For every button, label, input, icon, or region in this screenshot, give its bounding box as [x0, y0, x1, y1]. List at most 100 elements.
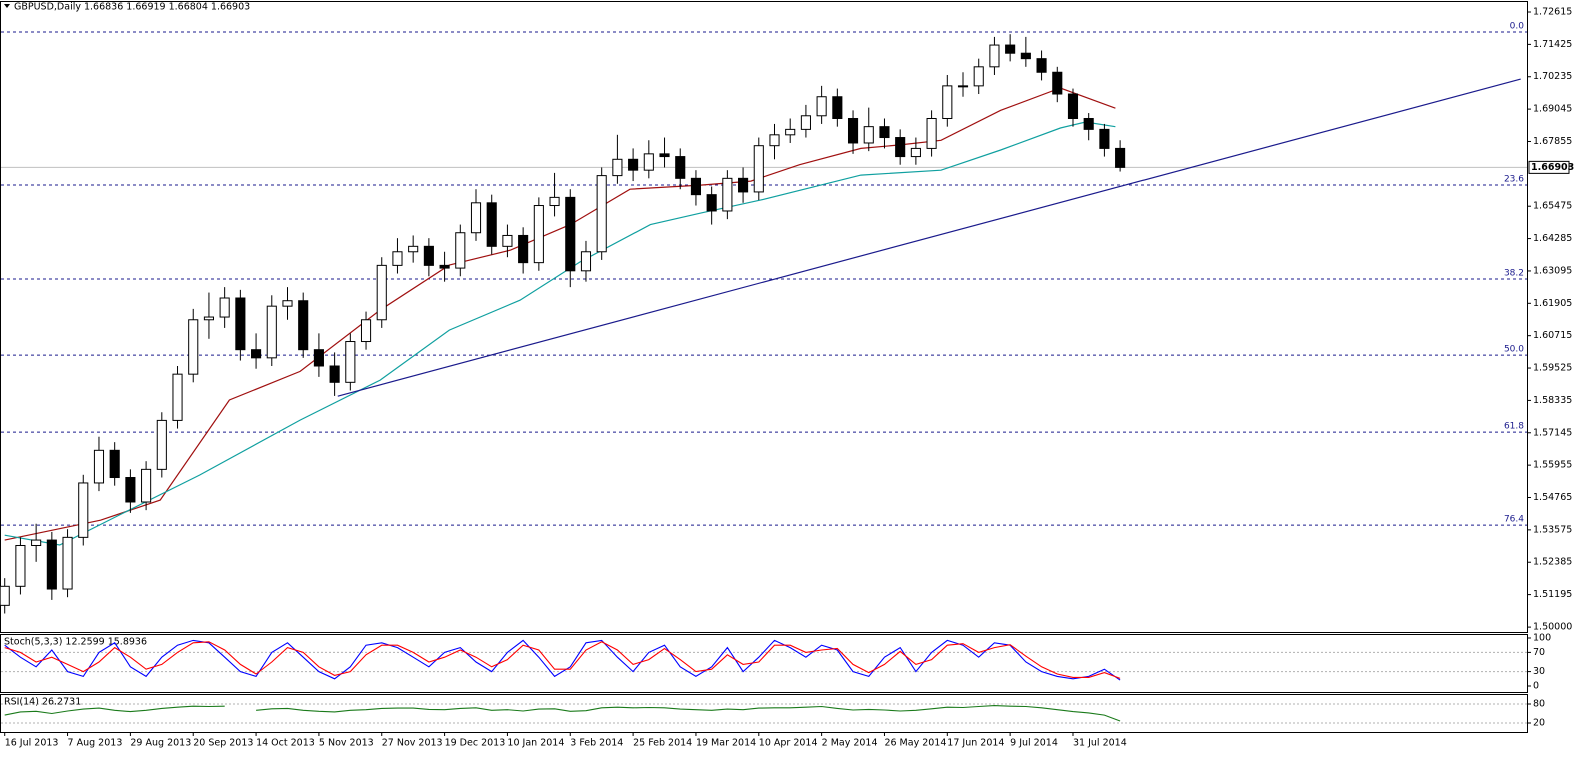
- y-tick-label: 0: [1533, 680, 1539, 691]
- y-tick-label: 1.60715: [1533, 330, 1572, 341]
- candle-body: [1052, 71, 1063, 95]
- candle-body: [392, 251, 403, 266]
- candle-body: [1036, 58, 1047, 73]
- candle-body: [1005, 44, 1016, 54]
- candle-body: [690, 177, 702, 196]
- candle-body: [895, 137, 906, 158]
- x-tick-label: 27 Nov 2013: [382, 738, 443, 749]
- candle-body: [486, 202, 497, 247]
- candle-body: [1083, 117, 1094, 130]
- candle-body: [313, 349, 324, 367]
- indicator-line: [256, 705, 1121, 722]
- x-tick-label: 14 Oct 2013: [256, 738, 315, 749]
- pane-frame: [0, 1, 1528, 633]
- y-tick-label: 1.70235: [1533, 71, 1572, 82]
- candle-body: [329, 365, 340, 383]
- candle-body: [188, 319, 199, 375]
- candle-body: [235, 297, 246, 351]
- candle-body: [1020, 52, 1031, 60]
- candle-body: [345, 341, 356, 383]
- candle-body: [46, 539, 57, 590]
- candle-body: [580, 251, 592, 272]
- candle-body: [863, 126, 874, 144]
- candle-body: [706, 194, 717, 212]
- x-tick-label: 10 Jan 2014: [507, 738, 564, 749]
- trendline: [337, 78, 1521, 397]
- candle-body: [753, 145, 764, 193]
- candle-body: [722, 177, 733, 212]
- x-tick-label: 19 Mar 2014: [696, 738, 756, 749]
- candle-body: [738, 177, 749, 193]
- candle-body: [926, 117, 937, 149]
- candle-body: [109, 449, 120, 479]
- y-tick-label: 1.64285: [1533, 233, 1572, 244]
- x-tick-label: 16 Jul 2013: [5, 738, 59, 749]
- indicator-line: [4, 641, 1121, 679]
- candle-body: [533, 205, 544, 264]
- y-tick-label: 1.51195: [1533, 589, 1572, 600]
- x-tick-label: 9 Jul 2014: [1010, 738, 1058, 749]
- candle-body: [423, 245, 434, 266]
- y-tick-label: 1.58335: [1533, 395, 1572, 406]
- candle-body: [78, 482, 89, 538]
- candle-body: [832, 96, 843, 119]
- y-tick-label: 80: [1533, 699, 1545, 710]
- candle-body: [1067, 93, 1079, 119]
- candle-body: [957, 85, 969, 88]
- y-tick-label: 1.57145: [1533, 427, 1572, 438]
- candle-body: [266, 305, 277, 359]
- y-tick-label: 1.71425: [1533, 39, 1572, 50]
- candle-body: [282, 300, 293, 307]
- y-tick-label: 1.52385: [1533, 557, 1572, 568]
- candle-body: [203, 316, 214, 321]
- y-tick-label: 20: [1533, 718, 1545, 729]
- moving-average: [4, 87, 1116, 541]
- candle-body: [643, 153, 654, 171]
- x-tick-label: 17 Jun 2014: [947, 738, 1004, 749]
- candle-body: [1099, 128, 1110, 149]
- y-tick-label: 1.63095: [1533, 265, 1572, 276]
- candle-body: [172, 373, 183, 421]
- x-tick-label: 25 Feb 2014: [633, 738, 692, 749]
- candle-body: [502, 234, 513, 247]
- fib-label: 38.2: [1504, 269, 1524, 279]
- candle-body: [942, 85, 953, 119]
- indicator-line: [4, 639, 1121, 681]
- y-tick-label: 1.53575: [1533, 524, 1572, 535]
- candle-body: [565, 196, 576, 272]
- y-tick-label: 100: [1533, 632, 1551, 643]
- x-tick-label: 7 Aug 2013: [68, 738, 123, 749]
- candle-body: [785, 128, 796, 136]
- y-tick-label: 1.72615: [1533, 7, 1572, 18]
- candle-body: [141, 468, 152, 503]
- candle-body: [93, 449, 105, 484]
- candle-body: [0, 585, 10, 606]
- x-tick-label: 20 Sep 2013: [193, 738, 253, 749]
- candle-body: [628, 158, 639, 171]
- y-tick-label: 70: [1533, 647, 1545, 658]
- x-tick-label: 10 Apr 2014: [759, 738, 818, 749]
- y-tick-label: 1.61905: [1533, 298, 1572, 309]
- fib-label: 50.0: [1504, 345, 1524, 355]
- candle-body: [251, 349, 262, 359]
- fib-label: 23.6: [1504, 175, 1524, 185]
- fib-label: 61.8: [1504, 422, 1524, 432]
- title-arrow: [4, 4, 10, 8]
- x-tick-label: 3 Feb 2014: [570, 738, 623, 749]
- x-tick-label: 29 Aug 2013: [130, 738, 191, 749]
- candle-body: [769, 134, 780, 147]
- candle-body: [973, 66, 984, 87]
- candle-body: [455, 232, 466, 269]
- pane-title: Stoch(5,3,3) 12.2599 15.8936: [4, 637, 147, 648]
- candle-body: [910, 147, 921, 158]
- fib-label: 76.4: [1504, 515, 1524, 525]
- x-tick-label: 31 Jul 2014: [1073, 738, 1127, 749]
- candle-body: [612, 158, 623, 177]
- candle-body: [156, 419, 167, 470]
- candle-body: [847, 117, 859, 144]
- x-tick-label: 26 May 2014: [884, 738, 946, 749]
- y-tick-label: 30: [1533, 666, 1545, 677]
- pane-frame: [0, 694, 1528, 733]
- candle-body: [816, 96, 827, 117]
